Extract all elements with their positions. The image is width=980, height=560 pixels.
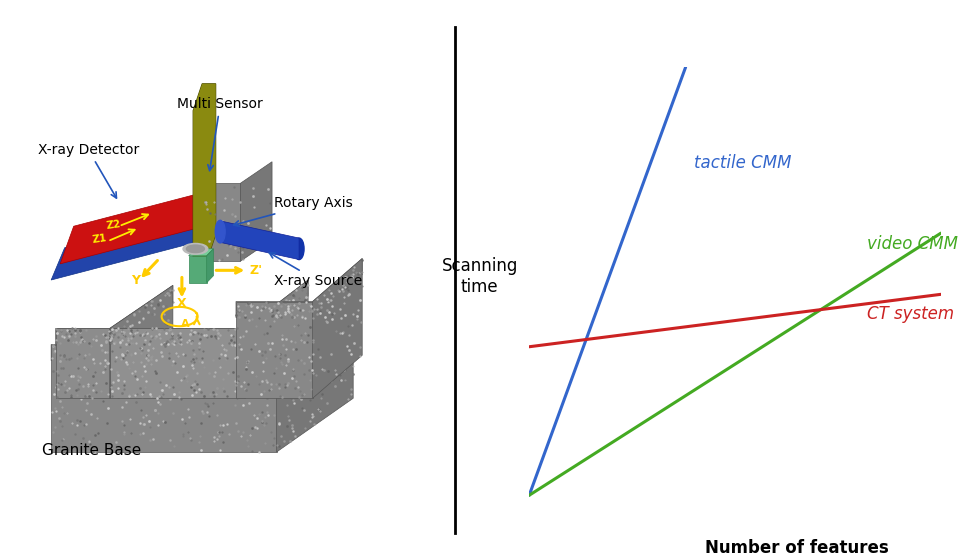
Polygon shape	[313, 259, 363, 398]
Polygon shape	[236, 259, 363, 318]
Polygon shape	[188, 249, 214, 256]
Polygon shape	[207, 249, 214, 283]
Text: X: X	[176, 297, 186, 310]
Ellipse shape	[186, 245, 205, 253]
Text: Z': Z'	[250, 264, 263, 277]
Text: X-ray Source: X-ray Source	[270, 253, 363, 288]
Ellipse shape	[294, 238, 304, 260]
Polygon shape	[51, 344, 276, 452]
Polygon shape	[193, 84, 216, 261]
Text: Rotary Axis: Rotary Axis	[233, 197, 353, 226]
Polygon shape	[276, 291, 353, 452]
Polygon shape	[110, 328, 245, 398]
Text: video CMM: video CMM	[866, 235, 957, 253]
Text: Z1: Z1	[92, 234, 108, 245]
Polygon shape	[60, 189, 218, 264]
Polygon shape	[236, 301, 313, 398]
Text: CT system: CT system	[866, 305, 954, 323]
Text: Granite Base: Granite Base	[42, 443, 141, 458]
Text: Number of features: Number of features	[705, 539, 889, 557]
Text: Y: Y	[131, 274, 140, 287]
Polygon shape	[51, 210, 209, 280]
Text: tactile CMM: tactile CMM	[694, 155, 791, 172]
Polygon shape	[245, 280, 308, 398]
Polygon shape	[188, 256, 207, 283]
Ellipse shape	[183, 244, 208, 254]
Polygon shape	[56, 286, 172, 344]
Polygon shape	[193, 84, 216, 261]
Text: Scanning
time: Scanning time	[442, 258, 518, 296]
Polygon shape	[110, 286, 172, 398]
Text: A: A	[181, 319, 189, 329]
Polygon shape	[51, 291, 353, 361]
Polygon shape	[240, 162, 272, 261]
Text: Z2: Z2	[105, 219, 122, 231]
Ellipse shape	[216, 220, 225, 243]
Polygon shape	[56, 328, 110, 398]
Polygon shape	[205, 183, 240, 261]
Text: Multi Sensor: Multi Sensor	[177, 97, 263, 171]
Polygon shape	[110, 280, 308, 344]
Text: X-ray Detector: X-ray Detector	[37, 143, 139, 198]
Polygon shape	[220, 221, 299, 260]
